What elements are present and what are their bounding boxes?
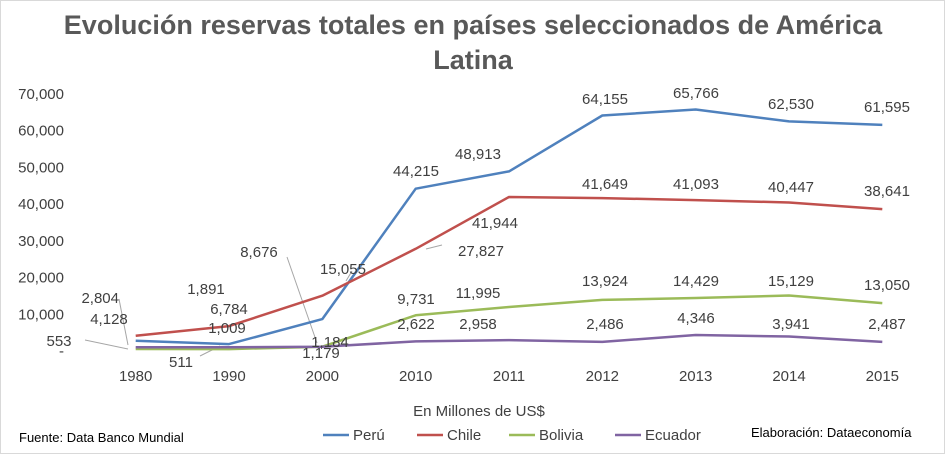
data-labels: 2,804 1,891 8,676 44,215 48,913 64,155 65,766 6…	[46, 85, 909, 371]
data-label-chile: 41,093	[673, 176, 719, 193]
leader-line	[118, 298, 129, 346]
data-label-ecuador: 1,009	[208, 320, 246, 337]
series-line-perú	[135, 108, 883, 346]
data-label-ecuador: 1,179	[302, 345, 340, 362]
credit-note: Elaboración: Dataeconomía	[751, 425, 912, 440]
y-tick-label: 70,000	[18, 86, 64, 103]
data-label-chile: 41,944	[472, 215, 518, 232]
series-lines	[135, 108, 883, 351]
legend-label-perú: Perú	[353, 427, 385, 444]
y-tick-label: 30,000	[18, 233, 64, 250]
data-label-bolivia: 511	[169, 354, 193, 371]
data-label-bolivia: 9,731	[397, 291, 435, 308]
y-tick-label: 20,000	[18, 270, 64, 287]
data-label-chile: 40,447	[768, 179, 814, 196]
x-tick-label: 2014	[772, 368, 805, 385]
y-tick-label: 60,000	[18, 123, 64, 140]
data-label-perú: 1,891	[187, 281, 225, 298]
y-tick-label: 10,000	[18, 306, 64, 323]
data-label-perú: 2,804	[81, 290, 119, 307]
leader-line	[84, 339, 129, 350]
series-line-chile	[135, 195, 883, 338]
legend-label-ecuador: Ecuador	[645, 427, 701, 444]
y-tick-label: -	[59, 343, 64, 360]
series-line-ecuador	[135, 333, 883, 349]
data-label-perú: 48,913	[455, 146, 501, 163]
chart-title-line-2: Latina	[433, 45, 513, 75]
data-label-chile: 38,641	[864, 183, 910, 200]
data-label-ecuador: 2,622	[397, 316, 435, 333]
y-axis-ticks: - 10,000 20,000 30,000 40,000 50,000 60,000 70,…	[18, 86, 64, 360]
x-tick-label: 1980	[119, 368, 152, 385]
y-tick-label: 50,000	[18, 159, 64, 176]
leader-line	[345, 270, 353, 282]
legend: Perú Chile Bolivia Ecuador	[323, 427, 701, 444]
y-tick-label: 40,000	[18, 196, 64, 213]
chart-title-line-1: Evolución reservas totales en países sel…	[64, 10, 883, 40]
data-label-chile: 41,649	[582, 176, 628, 193]
data-label-perú: 62,530	[768, 96, 814, 113]
data-label-ecuador: 3,941	[772, 316, 810, 333]
data-label-perú: 8,676	[240, 244, 278, 261]
data-label-ecuador: 2,487	[868, 316, 906, 333]
data-label-perú: 44,215	[393, 163, 439, 180]
legend-label-bolivia: Bolivia	[539, 427, 584, 444]
x-tick-label: 1990	[212, 368, 245, 385]
data-label-bolivia: 553	[46, 333, 71, 350]
data-label-perú: 65,766	[673, 85, 719, 102]
data-label-chile: 15,055	[320, 261, 366, 278]
x-tick-label: 2013	[679, 368, 712, 385]
leader-line	[425, 244, 443, 250]
data-label-ecuador: 4,346	[677, 310, 715, 327]
x-tick-label: 2015	[866, 368, 899, 385]
data-label-ecuador: 2,958	[459, 316, 497, 333]
legend-label-chile: Chile	[447, 427, 481, 444]
data-label-chile: 4,128	[90, 311, 128, 328]
x-tick-label: 2011	[493, 368, 525, 385]
data-label-bolivia: 14,429	[673, 273, 719, 290]
data-label-chile: 27,827	[458, 243, 504, 260]
source-note: Fuente: Data Banco Mundial	[19, 430, 184, 445]
leader-line	[286, 256, 318, 344]
data-label-bolivia: 13,050	[864, 277, 910, 294]
data-label-bolivia: 1,184	[311, 334, 349, 351]
x-tick-label: 2012	[586, 368, 619, 385]
data-label-bolivia: 11,995	[456, 285, 501, 302]
x-tick-label: 2000	[306, 368, 339, 385]
data-label-chile: 6,784	[210, 301, 248, 318]
x-axis-ticks: 1980 1990 2000 2010 2011 2012 2013 2014 2015	[119, 368, 899, 385]
data-label-bolivia: 15,129	[768, 273, 814, 290]
data-label-bolivia: 13,924	[582, 273, 628, 290]
x-tick-label: 2010	[399, 368, 432, 385]
data-label-perú: 61,595	[864, 99, 910, 116]
x-axis-title: En Millones de US$	[413, 403, 545, 420]
data-label-perú: 64,155	[582, 91, 628, 108]
data-label-ecuador: 2,486	[586, 316, 624, 333]
